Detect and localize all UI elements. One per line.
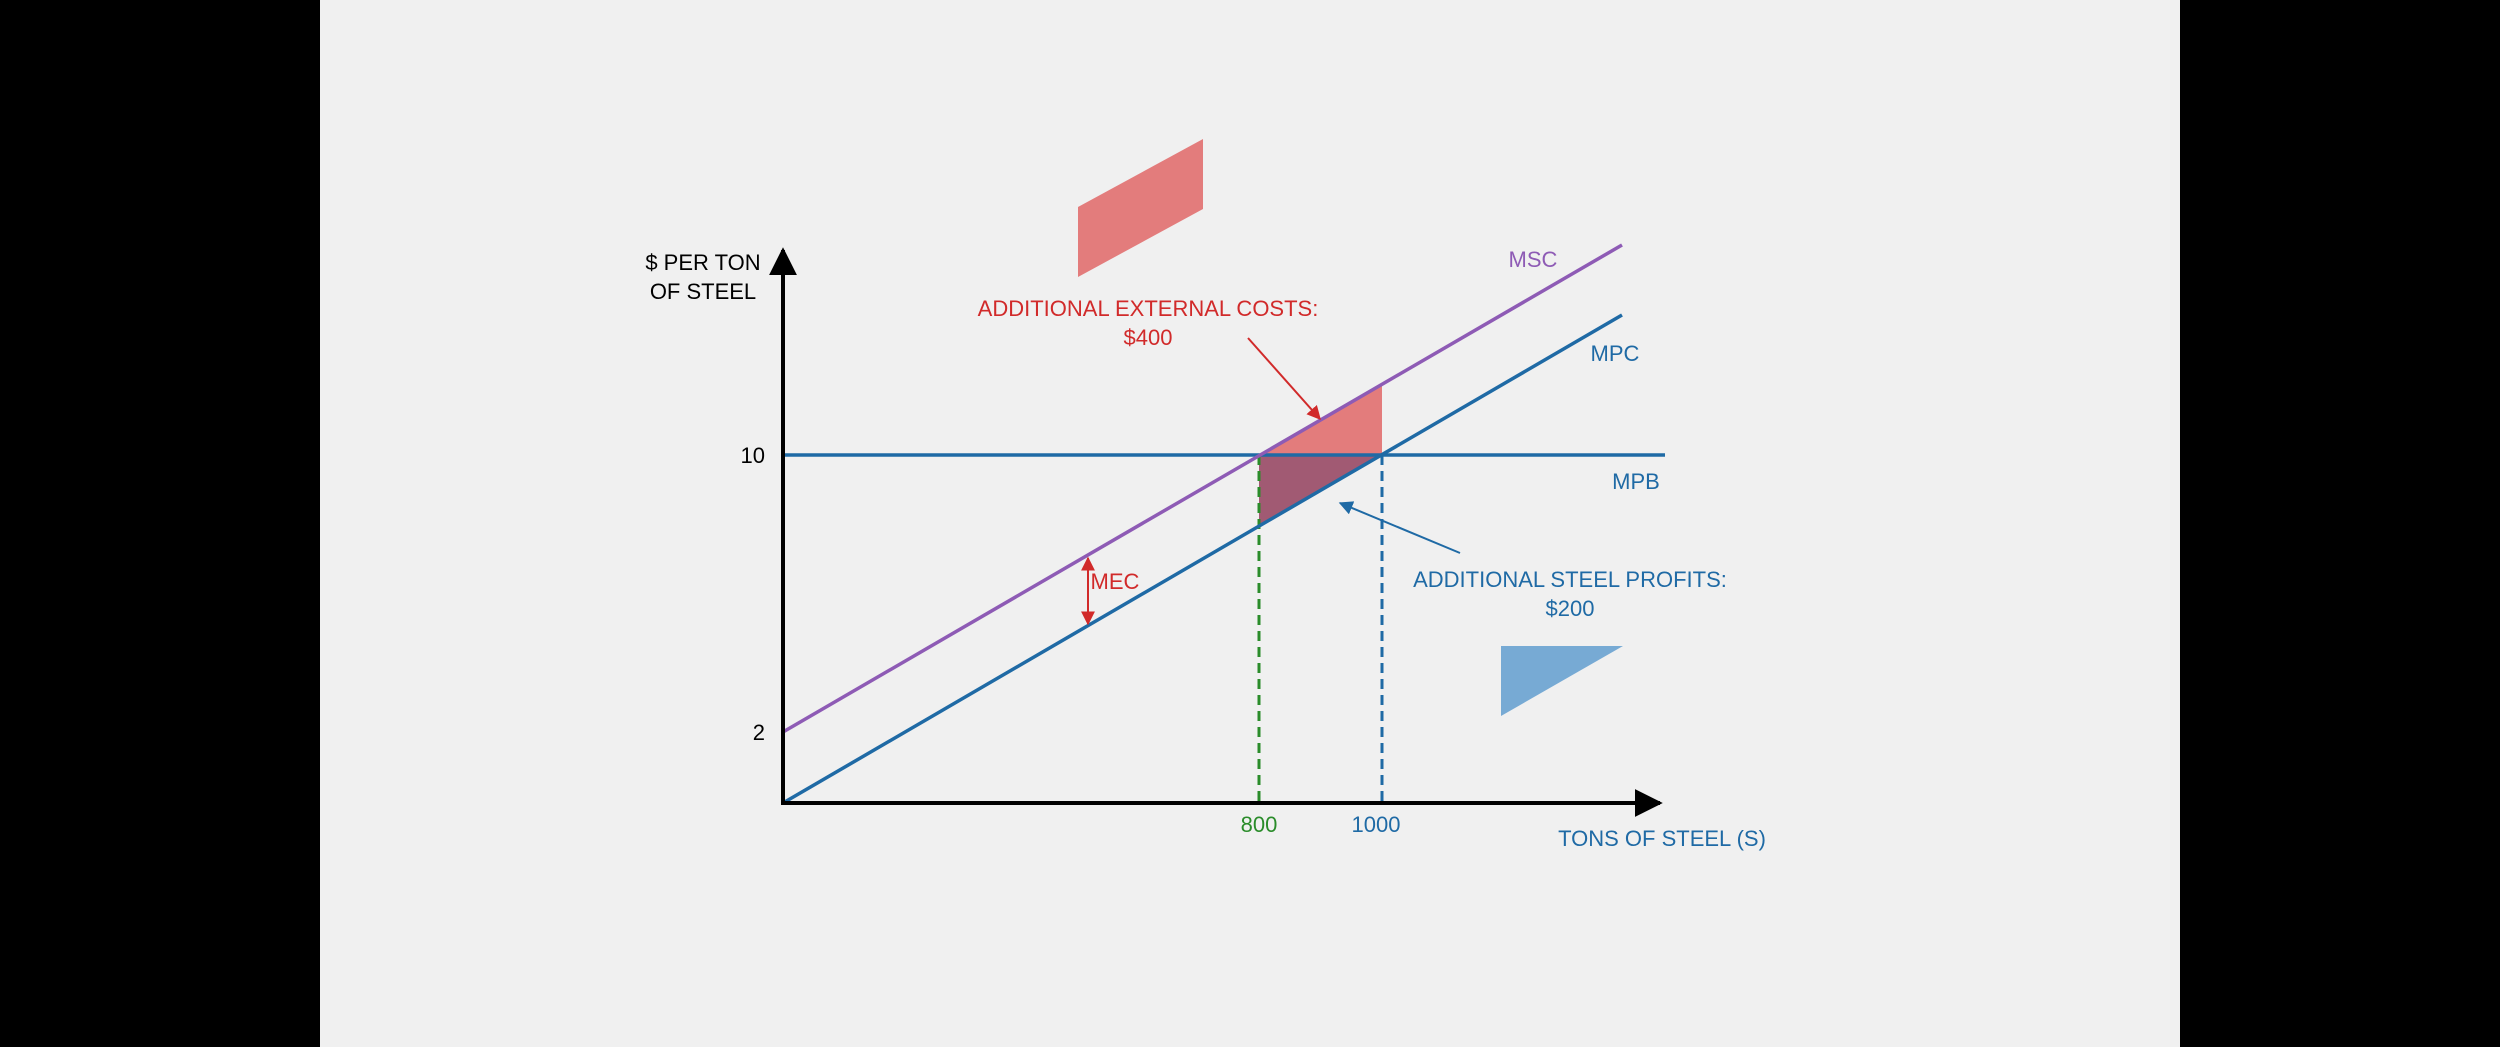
y-tick-2: 2 (753, 720, 765, 745)
y-axis-label-line1: $ PER TON (645, 250, 760, 275)
steel-profits-pointer (1338, 501, 1461, 554)
y-tick-10: 10 (741, 443, 765, 468)
x-tick-800: 800 (1241, 812, 1278, 837)
chart: $ PER TON OF STEEL TONS OF STEEL (S) 10 … (645, 139, 1766, 851)
y-axis-label-line2: OF STEEL (650, 279, 756, 304)
mpb-label: MPB (1612, 469, 1660, 494)
external-costs-title: ADDITIONAL EXTERNAL COSTS: (978, 296, 1319, 321)
mpc-line (782, 313, 1623, 805)
steel-profits-swatch (1501, 646, 1623, 716)
steel-profits-value: $200 (1546, 596, 1595, 621)
msc-line (782, 243, 1623, 734)
x-tick-1000: 1000 (1352, 812, 1401, 837)
external-costs-value: $400 (1124, 325, 1173, 350)
msc-label: MSC (1509, 247, 1558, 272)
external-costs-pointer (1247, 337, 1321, 421)
external-costs-swatch (1078, 139, 1203, 277)
x-axis-label: TONS OF STEEL (S) (1558, 826, 1766, 851)
steel-profits-title: ADDITIONAL STEEL PROFITS: (1413, 567, 1727, 592)
mec-label: MEC (1091, 569, 1140, 594)
slide-background: $ PER TON OF STEEL TONS OF STEEL (S) 10 … (320, 0, 2180, 1047)
mpc-label: MPC (1591, 341, 1640, 366)
